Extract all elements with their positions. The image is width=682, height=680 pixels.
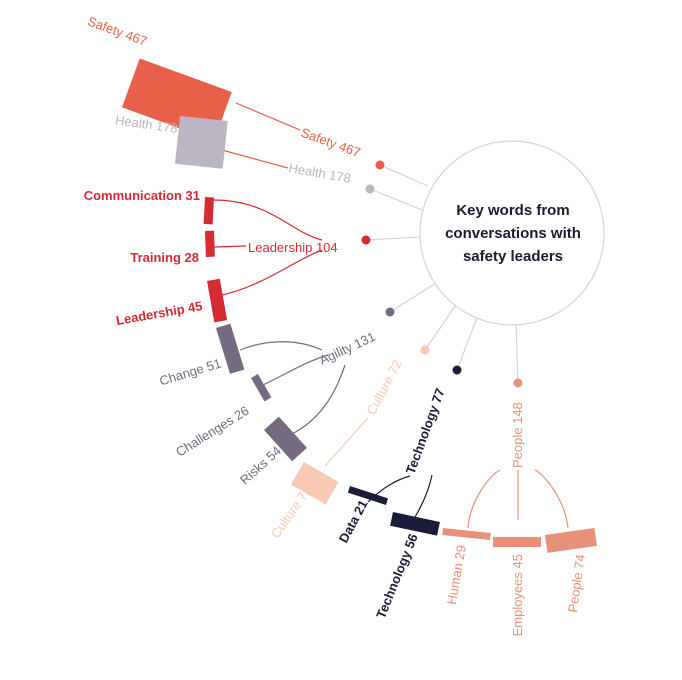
link-human (467, 469, 501, 529)
word-label-culture: Culture 72 (268, 483, 315, 541)
bar-change (216, 323, 245, 374)
bar-training (205, 230, 215, 257)
hub-circle (419, 140, 605, 326)
group-label-agility: Agility 131 (317, 329, 378, 368)
hub-title-line-1: Key words from (456, 202, 569, 219)
bar-employees (493, 537, 541, 547)
connector-leadership (365, 236, 421, 241)
word-label-data: Data 21 (336, 497, 371, 545)
dot-technology (452, 365, 462, 375)
bar-data (347, 486, 389, 506)
word-label-challenges: Challenges 26 (173, 403, 251, 460)
connector-health (369, 188, 423, 211)
dot-health (365, 184, 375, 194)
word-label-communication: Communication 31 (84, 188, 200, 203)
hub-title-line-2: conversations with (445, 225, 581, 242)
bar-culture (291, 462, 339, 505)
group-label-leadership: Leadership 104 (248, 240, 338, 255)
link-people (534, 469, 569, 529)
link-training (213, 245, 247, 248)
link-risks (289, 364, 346, 436)
group-links (212, 102, 569, 529)
dot-culture (420, 345, 430, 355)
connector-agility (389, 282, 437, 313)
link-challenges (262, 354, 329, 386)
group-label-technology: Technology 77 (403, 386, 448, 476)
word-label-technology: Technology 56 (373, 532, 421, 621)
link-technology (414, 474, 433, 518)
word-label-change: Change 51 (158, 356, 223, 389)
group-label-culture: Culture 72 (363, 357, 404, 417)
dot-agility (385, 307, 395, 317)
link-communication (212, 199, 323, 241)
connector-people (515, 321, 519, 384)
word-label-people: People 74 (565, 553, 588, 613)
bar-challenges (250, 374, 272, 402)
connector-technology (456, 314, 479, 371)
bar-human (442, 528, 491, 540)
link-safety (235, 102, 301, 131)
link-change (239, 341, 323, 351)
bar-technology (390, 511, 440, 536)
word-label-training: Training 28 (130, 250, 199, 265)
connector-safety (379, 164, 429, 187)
link-leadership (221, 249, 323, 296)
bar-risks (264, 416, 307, 462)
dot-people (513, 378, 523, 388)
link-culture (324, 417, 369, 467)
word-label-leadership: Leadership 45 (115, 298, 204, 328)
word-label-risks: Risks 54 (237, 443, 284, 488)
group-label-safety: Safety 467 (299, 125, 363, 160)
dot-leadership (361, 235, 371, 245)
bar-communication (203, 197, 214, 225)
bar-health (174, 116, 228, 169)
group-label-health: Health 178 (287, 160, 352, 186)
group-label-people: People 148 (510, 402, 525, 468)
link-health (221, 149, 289, 169)
hub-connectors (365, 164, 519, 384)
word-label-safety: Safety 467 (86, 13, 150, 48)
bar-leadership (207, 278, 228, 323)
word-label-human: Human 29 (444, 544, 469, 606)
hub-title-line-3: safety leaders (463, 248, 563, 265)
word-bars (121, 58, 598, 553)
dot-safety (375, 160, 385, 170)
word-label-employees: Employees 45 (510, 554, 525, 636)
bar-people (545, 528, 598, 553)
connector-culture (424, 301, 459, 351)
